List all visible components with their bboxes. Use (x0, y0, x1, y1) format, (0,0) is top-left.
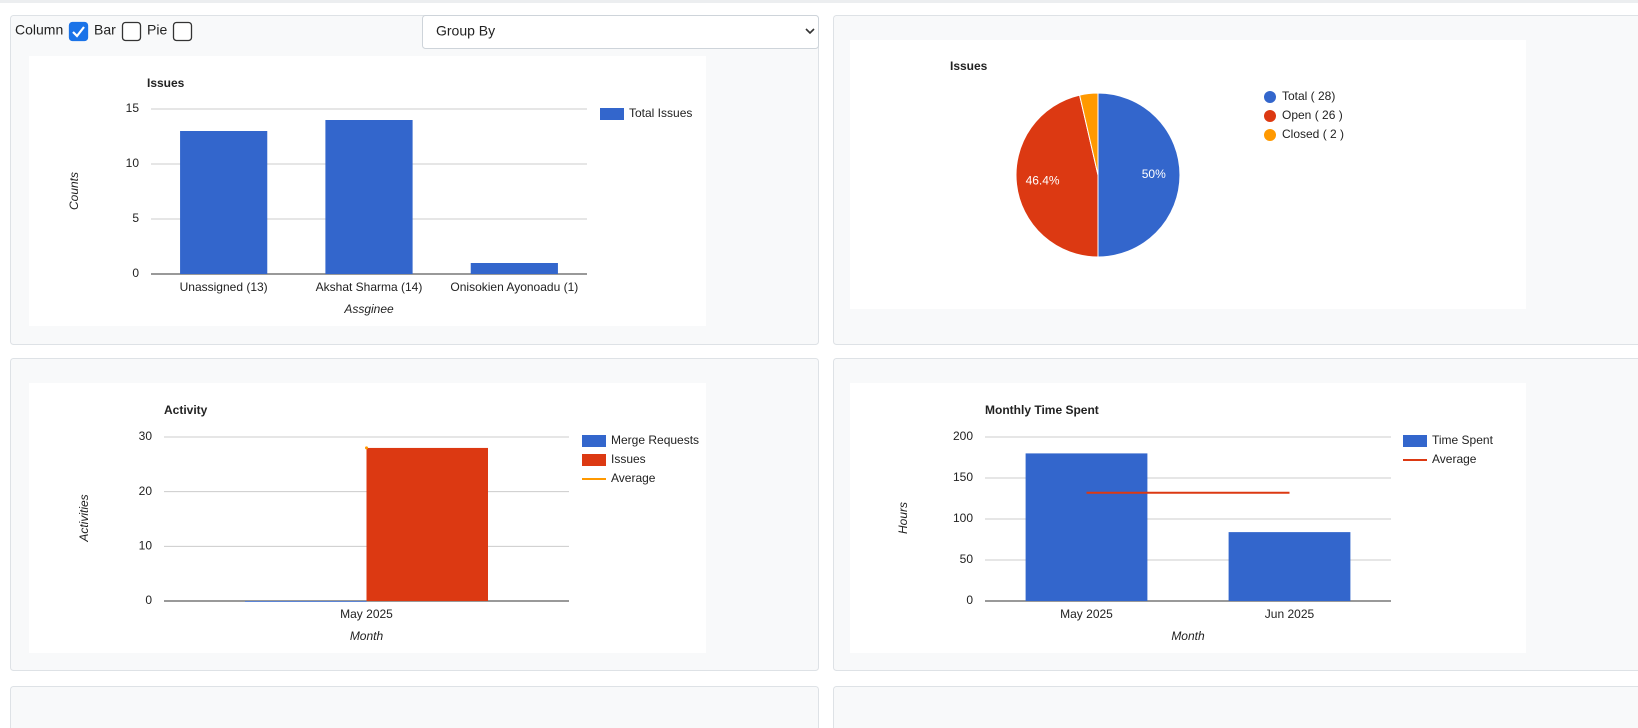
select-text[interactable]: Group By (436, 23, 495, 39)
legend-label: Open ( 26 ) (1282, 108, 1343, 122)
chart-box (850, 40, 1526, 309)
checkbox[interactable] (68, 21, 89, 42)
legend-label: Total Issues (629, 106, 692, 120)
pie-slice (1015, 94, 1099, 258)
bar (180, 131, 268, 274)
check-mark[interactable] (72, 26, 85, 38)
bar (325, 120, 413, 274)
y-axis-label: Hours (896, 502, 910, 534)
y-tick-label: 200 (953, 429, 973, 443)
legend-label: Average (611, 471, 656, 485)
y-tick-label: 10 (139, 539, 153, 553)
y-tick-label: 100 (953, 511, 973, 525)
bar (470, 263, 558, 274)
chart-box (850, 383, 1526, 653)
checkbox[interactable] (172, 21, 193, 42)
legend-swatch (1264, 110, 1276, 122)
x-tick-label: Jun 2025 (1265, 607, 1315, 621)
legend-label: Closed ( 2 ) (1282, 127, 1344, 141)
y-axis-label: Activities (77, 494, 91, 542)
y-tick-label: 0 (145, 593, 152, 607)
x-axis-label: Assginee (343, 302, 394, 316)
bar (1025, 453, 1148, 601)
legend-swatch (1403, 435, 1427, 447)
option-label[interactable]: Pie (147, 22, 167, 38)
legend-label: Total ( 28) (1282, 89, 1335, 103)
legend-label: Time Spent (1432, 433, 1494, 447)
legend-swatch (582, 435, 606, 447)
y-tick-label: 20 (139, 484, 153, 498)
x-tick-label: May 2025 (1060, 607, 1113, 621)
checkbox[interactable] (121, 21, 142, 42)
x-axis-label: Month (1171, 629, 1205, 643)
x-tick-label: Onisokien Ayonoadu (1) (450, 280, 578, 294)
legend-label: Average (1432, 452, 1477, 466)
legend-swatch (582, 454, 606, 466)
y-tick-label: 30 (139, 429, 153, 443)
chart-title: Issues (950, 59, 988, 73)
group-by-select[interactable]: Group By (422, 15, 819, 49)
y-axis-label: Counts (67, 172, 81, 210)
pie-slice (1097, 92, 1181, 258)
y-tick-label: 15 (126, 101, 140, 115)
bar (245, 601, 367, 602)
legend-swatch (1264, 129, 1276, 141)
bar (1228, 532, 1351, 601)
chart-title: Issues (147, 76, 185, 90)
slice-label: 46.4% (1026, 173, 1060, 187)
chevron (805, 28, 815, 35)
chart-title: Activity (164, 403, 208, 417)
x-tick-label: Akshat Sharma (14) (316, 280, 423, 294)
x-axis-label: Month (350, 629, 384, 643)
y-tick-label: 50 (960, 552, 974, 566)
top-strip (0, 0, 1638, 3)
chart-title: Monthly Time Spent (985, 403, 1099, 417)
pie-slice (1079, 92, 1099, 176)
panel (833, 686, 1638, 728)
panel (10, 686, 819, 728)
select-box[interactable] (422, 15, 819, 49)
y-tick-label: 0 (966, 593, 973, 607)
bar (366, 447, 488, 601)
average-point (365, 446, 368, 450)
option-label[interactable]: Column (15, 22, 63, 38)
legend-swatch (600, 108, 624, 120)
y-tick-label: 10 (126, 156, 140, 170)
legend-label: Merge Requests (611, 433, 699, 447)
slice-label: 50% (1142, 167, 1166, 181)
y-tick-label: 5 (132, 211, 139, 225)
x-tick-label: May 2025 (340, 607, 393, 621)
y-tick-label: 150 (953, 470, 973, 484)
option-label[interactable]: Bar (94, 22, 116, 38)
x-tick-label: Unassigned (13) (180, 280, 268, 294)
legend-swatch (1264, 91, 1276, 103)
legend-label: Issues (611, 452, 646, 466)
y-tick-label: 0 (132, 266, 139, 280)
